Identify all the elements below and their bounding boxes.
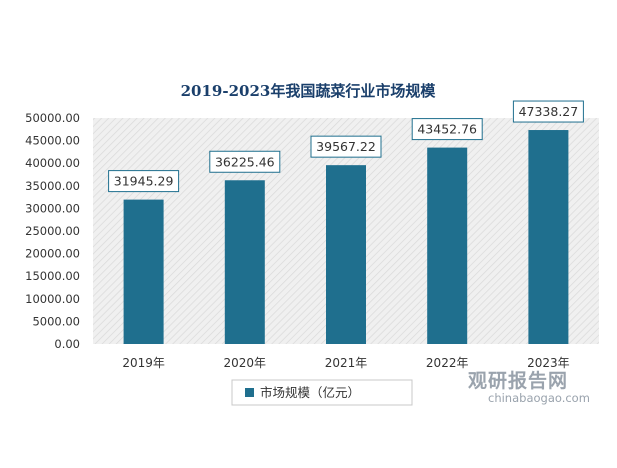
x-tick-label: 2020年	[224, 356, 267, 370]
bar	[224, 180, 265, 344]
legend-label: 市场规模（亿元）	[260, 385, 360, 400]
data-label: 31945.29	[114, 174, 174, 189]
x-axis-ticks: 2019年 2020年 2021年 2022年 2023年	[122, 356, 569, 370]
x-tick-label: 2022年	[426, 356, 469, 370]
y-tick-label: 30000.00	[25, 201, 80, 215]
bars	[123, 130, 569, 344]
data-label: 43452.76	[417, 122, 477, 137]
y-tick-label: 45000.00	[25, 134, 80, 148]
data-label-box	[310, 135, 382, 158]
data-label: 36225.46	[215, 154, 275, 169]
data-label-box	[411, 118, 483, 141]
y-tick-label: 15000.00	[25, 269, 80, 283]
y-tick-label: 40000.00	[25, 156, 80, 170]
watermark: 观研报告网 chinabaogao.com	[468, 366, 608, 405]
y-tick-label: 50000.00	[25, 111, 80, 125]
data-label-box	[209, 150, 281, 173]
data-labels: 31945.29 36225.46 39567.22 43452.76 47338.27	[108, 100, 584, 193]
y-tick-label: 20000.00	[25, 247, 80, 261]
y-tick-label: 35000.00	[25, 179, 80, 193]
legend: 市场规模（亿元）	[231, 379, 413, 406]
bar	[123, 199, 164, 344]
bar	[326, 165, 366, 344]
y-tick-label: 0.00	[54, 337, 80, 351]
y-tick-label: 25000.00	[25, 224, 80, 238]
y-axis-ticks: 0.00 5000.00 10000.00 15000.00 20000.00 25000…	[25, 111, 80, 351]
watermark-cn: 观研报告网	[468, 370, 569, 392]
chart-title: 2019-2023年我国蔬菜行业市场规模	[181, 82, 437, 100]
x-tick-label: 2019年	[122, 356, 165, 370]
y-tick-label: 5000.00	[32, 314, 80, 328]
x-tick-label: 2023年	[527, 356, 570, 370]
data-label-box	[512, 100, 584, 123]
legend-swatch	[245, 388, 254, 397]
bar	[427, 147, 468, 344]
legend-box	[231, 379, 413, 406]
data-label-box	[108, 170, 180, 193]
data-label: 39567.22	[316, 139, 376, 154]
data-label: 47338.27	[519, 104, 579, 119]
x-tick-label: 2021年	[325, 356, 368, 370]
y-tick-label: 10000.00	[25, 292, 80, 306]
bar	[528, 130, 569, 344]
watermark-en: chinabaogao.com	[488, 391, 590, 405]
